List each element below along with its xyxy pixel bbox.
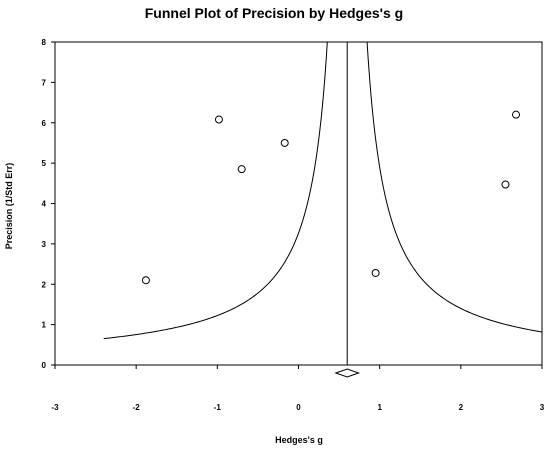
x-tick-label: -3 xyxy=(51,403,59,412)
plot-frame xyxy=(54,41,543,366)
y-tick-label: 7 xyxy=(42,78,47,87)
study-point xyxy=(371,268,380,277)
y-tick-label: 0 xyxy=(42,361,47,370)
x-tick-label: -1 xyxy=(214,403,222,412)
y-tick-label: 3 xyxy=(42,240,47,249)
x-axis-title: Hedges's g xyxy=(275,435,323,445)
x-tick-label: -2 xyxy=(133,403,141,412)
chart-title: Funnel Plot of Precision by Hedges's g xyxy=(145,5,403,21)
y-tick-label: 8 xyxy=(42,38,47,47)
y-tick-label: 1 xyxy=(42,321,47,330)
x-tick-label: 1 xyxy=(377,403,382,412)
x-tick-label: 3 xyxy=(540,403,545,412)
study-point xyxy=(501,180,510,189)
x-tick-label: 2 xyxy=(459,403,464,412)
study-point xyxy=(280,138,289,147)
y-tick-label: 5 xyxy=(42,159,47,168)
y-axis-title: Precision (1/Std Err) xyxy=(4,163,14,250)
study-point xyxy=(512,110,521,119)
funnel-line-right xyxy=(366,41,543,333)
y-tick-label: 2 xyxy=(42,280,47,289)
y-tick-label: 4 xyxy=(42,200,47,209)
study-point xyxy=(214,115,223,124)
y-tick-label: 6 xyxy=(42,119,47,128)
x-tick-label: 0 xyxy=(296,403,301,412)
study-point xyxy=(237,165,246,174)
funnel-line-left xyxy=(103,41,328,340)
study-point xyxy=(141,276,150,285)
summary-diamond xyxy=(334,368,361,378)
